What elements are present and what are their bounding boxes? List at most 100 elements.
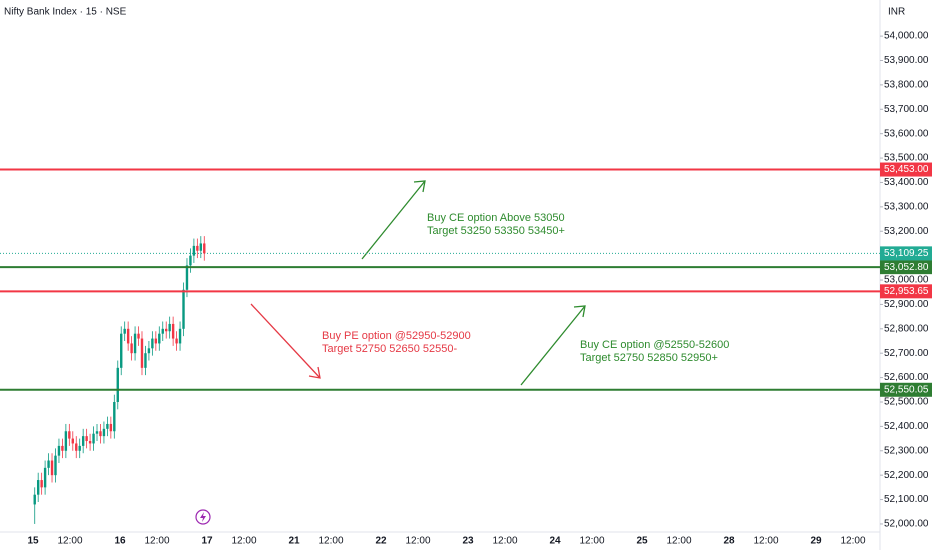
candle-body bbox=[151, 338, 154, 349]
candle-body bbox=[99, 431, 102, 437]
x-tick-label: 12:00 bbox=[666, 536, 691, 547]
arrow-head bbox=[573, 305, 586, 318]
y-tick-label: 52,500.00 bbox=[884, 397, 929, 408]
y-tick-label: 53,500.00 bbox=[884, 153, 929, 164]
candle-body bbox=[175, 338, 178, 344]
candle-body bbox=[64, 431, 68, 451]
arrow-head bbox=[413, 180, 426, 193]
chart-title: Nifty Bank Index · 15 · NSE bbox=[4, 7, 127, 18]
candle-body bbox=[113, 401, 116, 432]
y-tick-label: 52,800.00 bbox=[884, 323, 929, 334]
x-tick-label: 16 bbox=[114, 536, 126, 547]
x-tick-label: 12:00 bbox=[579, 536, 604, 547]
x-tick-label: 12:00 bbox=[753, 536, 778, 547]
annotation-text: Target 52750 52650 52550- bbox=[322, 343, 458, 355]
level-label-box bbox=[880, 284, 932, 299]
candle-body bbox=[137, 333, 140, 339]
candle-body bbox=[81, 436, 85, 446]
y-tick-label: 53,800.00 bbox=[884, 80, 929, 91]
y-tick-label: 53,400.00 bbox=[884, 177, 929, 188]
candle-body bbox=[178, 328, 182, 344]
y-tick-label: 52,700.00 bbox=[884, 348, 929, 359]
candle-body bbox=[171, 323, 175, 339]
candle-body bbox=[147, 348, 151, 354]
candle-body bbox=[61, 445, 64, 451]
candle-body bbox=[133, 333, 137, 354]
candle-body bbox=[85, 436, 88, 442]
y-tick-label: 54,000.00 bbox=[884, 31, 929, 42]
y-tick-label: 53,200.00 bbox=[884, 226, 929, 237]
x-tick-label: 24 bbox=[549, 536, 561, 547]
candle-body bbox=[43, 467, 47, 488]
x-tick-label: 12:00 bbox=[57, 536, 82, 547]
candle-body bbox=[120, 333, 123, 368]
arrow bbox=[250, 303, 321, 379]
arrow-head bbox=[308, 366, 321, 379]
y-tick-label: 53,300.00 bbox=[884, 201, 929, 212]
x-tick-label: 25 bbox=[636, 536, 648, 547]
candle-body bbox=[71, 438, 74, 444]
candle-body bbox=[40, 480, 43, 488]
x-tick-label: 12:00 bbox=[492, 536, 517, 547]
x-tick-label: 15 bbox=[27, 536, 39, 547]
candle-body bbox=[161, 328, 164, 334]
x-tick-label: 17 bbox=[201, 536, 213, 547]
y-tick-label: 52,100.00 bbox=[884, 494, 929, 505]
level-label: 53,052.80 bbox=[884, 262, 929, 273]
x-tick-label: 12:00 bbox=[840, 536, 865, 547]
candle-body bbox=[36, 480, 40, 495]
arrow bbox=[520, 305, 586, 386]
event-icon[interactable] bbox=[195, 509, 211, 525]
candle-body bbox=[168, 323, 171, 332]
x-tick-label: 29 bbox=[810, 536, 822, 547]
candle-body bbox=[109, 423, 113, 432]
candle-body bbox=[102, 428, 106, 437]
candle-body bbox=[196, 245, 199, 251]
level-label-box bbox=[880, 260, 932, 275]
x-tick-label: 21 bbox=[288, 536, 300, 547]
y-tick-label: 52,600.00 bbox=[884, 372, 929, 383]
candle-body bbox=[33, 494, 36, 505]
candle-body bbox=[75, 443, 78, 451]
candle-body bbox=[50, 460, 54, 476]
arrows bbox=[250, 180, 586, 386]
x-tick-label: 12:00 bbox=[318, 536, 343, 547]
level-label-box bbox=[880, 382, 932, 397]
candle-body bbox=[54, 455, 57, 476]
candle-body bbox=[192, 245, 196, 256]
candle-body bbox=[68, 431, 71, 439]
candle-body bbox=[116, 367, 119, 402]
level-label: 52,953.65 bbox=[884, 286, 929, 297]
y-tick-label: 53,600.00 bbox=[884, 128, 929, 139]
x-tick-label: 22 bbox=[375, 536, 387, 547]
event-bolt[interactable] bbox=[200, 512, 206, 522]
candle-body bbox=[165, 328, 168, 332]
x-tick-label: 12:00 bbox=[231, 536, 256, 547]
y-tick-label: 53,700.00 bbox=[884, 104, 929, 115]
x-tick-label: 28 bbox=[723, 536, 735, 547]
y-tick-label: 53,000.00 bbox=[884, 275, 929, 286]
x-tick-label: 12:00 bbox=[144, 536, 169, 547]
annotation-text: Target 53250 53350 53450+ bbox=[427, 225, 565, 237]
y-tick-label: 53,900.00 bbox=[884, 55, 929, 66]
candle-body bbox=[92, 433, 95, 444]
arrow bbox=[361, 180, 426, 260]
annotation-text: Buy CE option @52550-52600 bbox=[580, 339, 729, 351]
annotation-text: Buy CE option Above 53050 bbox=[427, 212, 565, 224]
candle-body bbox=[95, 431, 99, 434]
candle-body bbox=[126, 328, 130, 344]
candle-body bbox=[154, 338, 158, 344]
level-label: 53,453.00 bbox=[884, 164, 929, 175]
candle-body bbox=[189, 255, 192, 266]
y-tick-label: 52,300.00 bbox=[884, 445, 929, 456]
level-label-box bbox=[880, 162, 932, 177]
last-price-label: 53,109.25 bbox=[884, 248, 929, 259]
candle-body bbox=[203, 243, 206, 254]
level-label: 52,550.05 bbox=[884, 384, 929, 395]
x-tick-label: 23 bbox=[462, 536, 474, 547]
annotation-text: Target 52750 52850 52950+ bbox=[580, 352, 718, 364]
candle-body bbox=[78, 445, 81, 451]
candle-body bbox=[140, 338, 144, 368]
